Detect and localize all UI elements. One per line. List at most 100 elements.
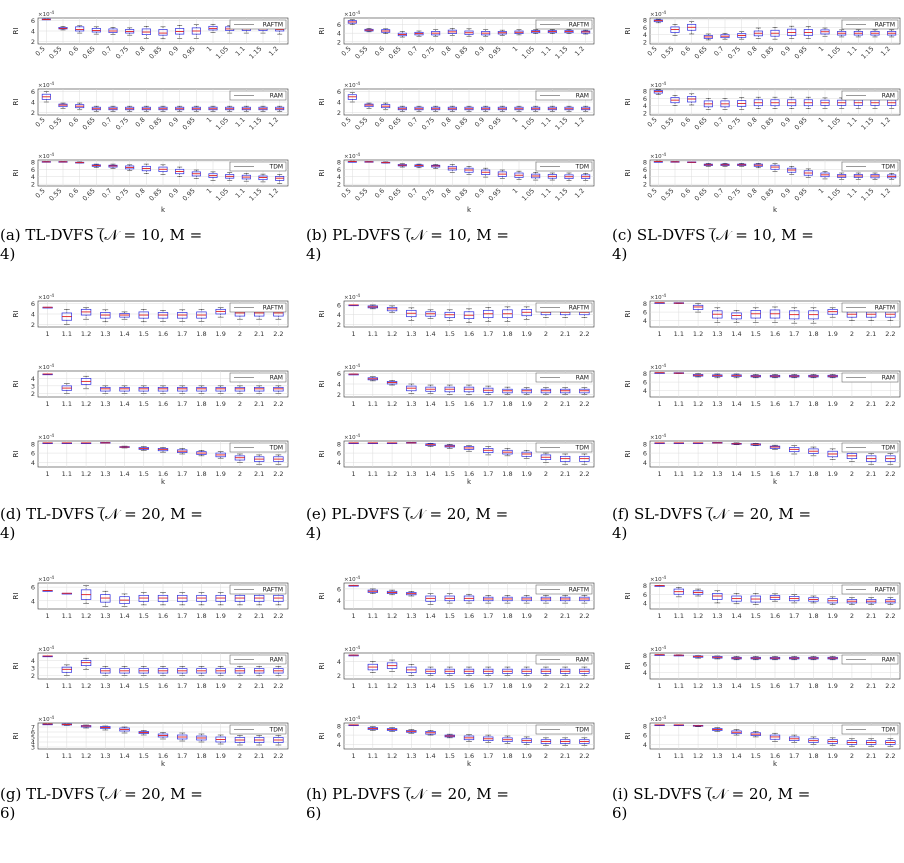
legend-frame — [535, 724, 593, 735]
y-tick-label: 4 — [31, 459, 35, 467]
legend-frame — [229, 724, 287, 735]
caption-line: (h) PL-DVFS (̅𝒩 = 20, M = — [306, 785, 509, 803]
x-tick-label: 1.1 — [368, 752, 378, 760]
x-tick-label: 0.65 — [693, 45, 709, 61]
box-1.1 — [547, 172, 557, 181]
box-2.2 — [273, 735, 284, 746]
y-tick-label: 4 — [337, 30, 341, 38]
x-tick-label: 1.8 — [196, 470, 206, 478]
box-2.1 — [559, 453, 571, 465]
x-tick-label: 1 — [658, 400, 662, 408]
x-tick-label: 0.5 — [34, 45, 47, 58]
x-tick-label: 1.9 — [216, 330, 226, 338]
x-tick-label: 1.3 — [100, 400, 110, 408]
x-tick-label: 1.9 — [216, 470, 226, 478]
y-tick-label: 4 — [337, 459, 341, 467]
box-1.1 — [367, 661, 379, 673]
box-1.3 — [712, 307, 723, 323]
x-tick-label: 2 — [850, 330, 854, 338]
box-1.7 — [483, 595, 494, 604]
box-1.5 — [444, 666, 455, 676]
legend: RAFTM — [841, 584, 899, 595]
x-tick-label: 0.8 — [134, 187, 147, 200]
box-1.2 — [692, 588, 704, 597]
x-tick-label: 0.8 — [440, 45, 453, 58]
x-tick-label: 1.7 — [177, 470, 187, 478]
box-1 — [348, 724, 359, 727]
box-0.9 — [787, 25, 797, 39]
x-tick-label: 2 — [850, 752, 854, 760]
box-1.7 — [177, 385, 188, 394]
box-2.1 — [559, 387, 571, 395]
y-tick-label: 8 — [643, 158, 647, 166]
x-tick-label: 1.2 — [573, 116, 586, 129]
box-0.6 — [381, 161, 391, 164]
box-1.9 — [215, 307, 226, 318]
x-tick-label: 1.3 — [712, 400, 722, 408]
axis-exponent: ×10-4 — [344, 293, 360, 301]
box-1.3 — [712, 442, 723, 444]
x-tick-label: 1.8 — [808, 752, 818, 760]
legend-label: RAFTM — [263, 22, 283, 29]
box-1.3 — [406, 442, 417, 444]
y-tick-label: 4 — [337, 99, 341, 107]
x-tick-label: 1.6 — [158, 682, 168, 690]
box-2 — [234, 385, 246, 394]
x-tick-label: 1.9 — [828, 682, 838, 690]
box-1.4 — [731, 442, 742, 445]
box-body — [770, 164, 780, 170]
box-0.8 — [753, 96, 763, 109]
box-1 — [514, 29, 524, 36]
x-tick-label: 1.5 — [139, 400, 149, 408]
legend: RAM — [535, 90, 593, 101]
x-tick-label: 1 — [46, 330, 50, 338]
box-0.55 — [670, 161, 680, 163]
axis-exponent: ×10-4 — [344, 81, 360, 89]
x-tick-label: 1.2 — [693, 470, 703, 478]
x-tick-label: 0.8 — [134, 116, 147, 129]
box-0.6 — [687, 161, 697, 164]
box-1.6 — [769, 732, 781, 742]
box-1.7 — [789, 656, 800, 661]
y-tick-label: 8 — [337, 440, 341, 448]
x-tick-label: 1.8 — [502, 400, 512, 408]
legend-label: TDM — [575, 164, 589, 171]
box-1.8 — [808, 595, 819, 604]
x-tick-label: 0.9 — [167, 45, 180, 58]
box-1.2 — [386, 380, 398, 386]
legend: RAFTM — [535, 19, 593, 30]
y-tick-label: 8 — [643, 440, 647, 448]
x-tick-label: 1.6 — [464, 612, 474, 620]
x-tick-label: 0.65 — [387, 187, 403, 203]
y-axis-label: RI — [12, 99, 20, 106]
box-2 — [234, 453, 246, 463]
x-tick-label: 0.5 — [340, 187, 353, 200]
x-tick-label: 1.2 — [387, 682, 397, 690]
x-tick-label: 1.5 — [751, 400, 761, 408]
x-axis-label: k — [773, 478, 778, 486]
box-1.4 — [425, 443, 436, 447]
box-2 — [540, 452, 552, 463]
x-tick-label: 1 — [46, 612, 50, 620]
box-0.5 — [41, 161, 51, 163]
y-tick-label: 2 — [31, 672, 35, 680]
box-1.6 — [157, 666, 169, 676]
x-tick-label: 1.05 — [214, 116, 230, 132]
x-tick-label: 1.7 — [483, 752, 493, 760]
x-tick-label: 1 — [658, 682, 662, 690]
x-tick-label: 0.7 — [100, 187, 113, 200]
x-tick-label: 0.85 — [148, 45, 164, 61]
x-tick-label: 1.4 — [731, 470, 741, 478]
x-tick-label: 2 — [238, 752, 242, 760]
legend: RAFTM — [535, 584, 593, 595]
legend-frame — [841, 161, 899, 172]
box-1.2 — [80, 585, 92, 604]
x-axis-label: k — [161, 206, 166, 214]
x-tick-label: 1.8 — [196, 400, 206, 408]
box-1.5 — [138, 592, 149, 606]
x-tick-label: 1.4 — [425, 400, 435, 408]
figure-caption: (h) PL-DVFS (̅𝒩 = 20, M = 6) — [306, 785, 509, 823]
